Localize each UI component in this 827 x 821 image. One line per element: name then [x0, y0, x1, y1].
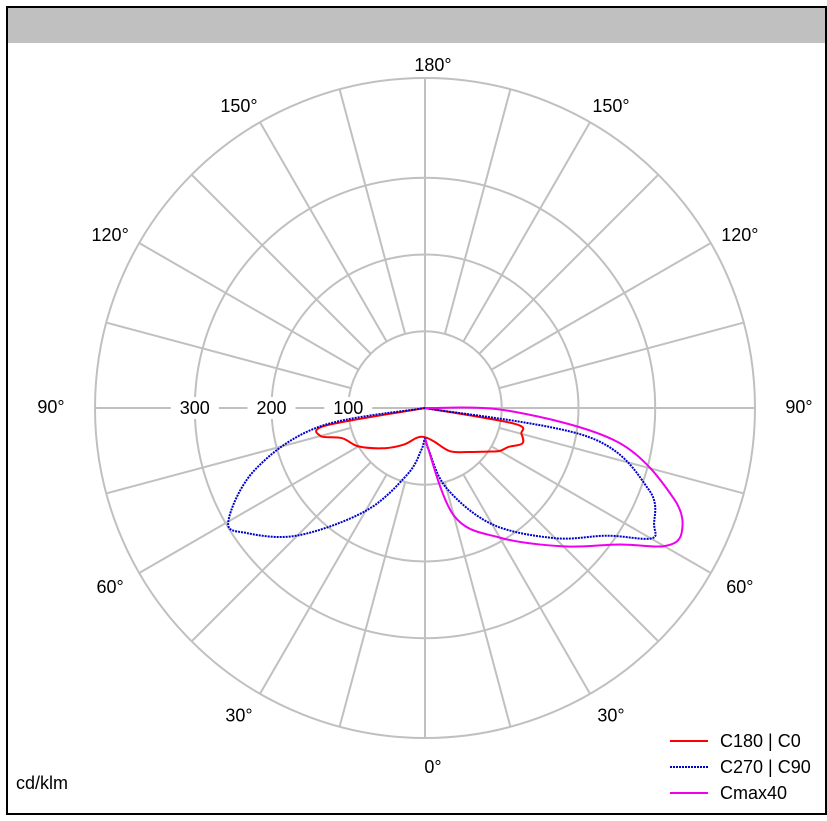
radial-tick-label: 100	[333, 398, 363, 418]
tick-label-bg	[170, 397, 219, 419]
angle-label-left: 60°	[97, 577, 124, 597]
grid-spoke	[490, 242, 712, 371]
grid-spoke	[490, 445, 712, 574]
series-curve-2	[424, 406, 684, 548]
grid-spoke	[462, 473, 591, 695]
tick-label-bg	[247, 397, 296, 419]
grid-spoke	[190, 461, 372, 643]
unit-label: cd/klm	[16, 773, 68, 793]
grid-spoke	[462, 121, 591, 343]
grid-spoke	[498, 321, 745, 390]
angle-label-right: 150°	[592, 96, 629, 116]
radial-tick-label: 200	[256, 398, 286, 418]
legend-label: Cmax40	[720, 783, 787, 803]
series-curve-1	[227, 407, 657, 540]
grid-spoke	[478, 461, 660, 643]
tick-label-bg	[324, 397, 373, 419]
chart-title-bar	[8, 8, 825, 43]
grid-spoke	[338, 481, 407, 728]
angle-label-right: 30°	[597, 706, 624, 726]
angle-label-left: 90°	[37, 397, 64, 417]
grid-spoke	[105, 321, 352, 390]
angle-label-left: 120°	[92, 225, 129, 245]
grid-spoke	[443, 88, 512, 335]
legend-label: C270 | C90	[720, 757, 811, 777]
grid-spoke	[259, 473, 388, 695]
angle-label-right: 120°	[721, 225, 758, 245]
angle-label-left: 30°	[225, 706, 252, 726]
grid-spoke	[259, 121, 388, 343]
grid-spoke	[478, 173, 660, 355]
series-curve-0	[315, 407, 525, 454]
grid-spoke	[443, 481, 512, 728]
grid-spoke	[498, 426, 745, 495]
legend-label: C180 | C0	[720, 731, 801, 751]
chart-frame: 100 200 300 0° 180° 30° 30° 60° 60° 90° 90° 120° 120…	[6, 6, 827, 815]
angle-label-right: 90°	[785, 397, 812, 417]
grid-spoke	[138, 242, 360, 371]
grid-spoke	[138, 445, 360, 574]
polar-chart: 100 200 300 0° 180° 30° 30° 60° 60° 90° 90° 120° 120…	[16, 55, 813, 803]
grid-spoke	[190, 173, 372, 355]
grid-spoke	[105, 426, 352, 495]
angle-label-bottom: 0°	[424, 757, 441, 777]
angle-label-left: 150°	[220, 96, 257, 116]
angle-label-top: 180°	[414, 55, 451, 75]
grid-spoke	[338, 88, 407, 335]
angle-label-right: 60°	[726, 577, 753, 597]
radial-tick-label: 300	[180, 398, 210, 418]
